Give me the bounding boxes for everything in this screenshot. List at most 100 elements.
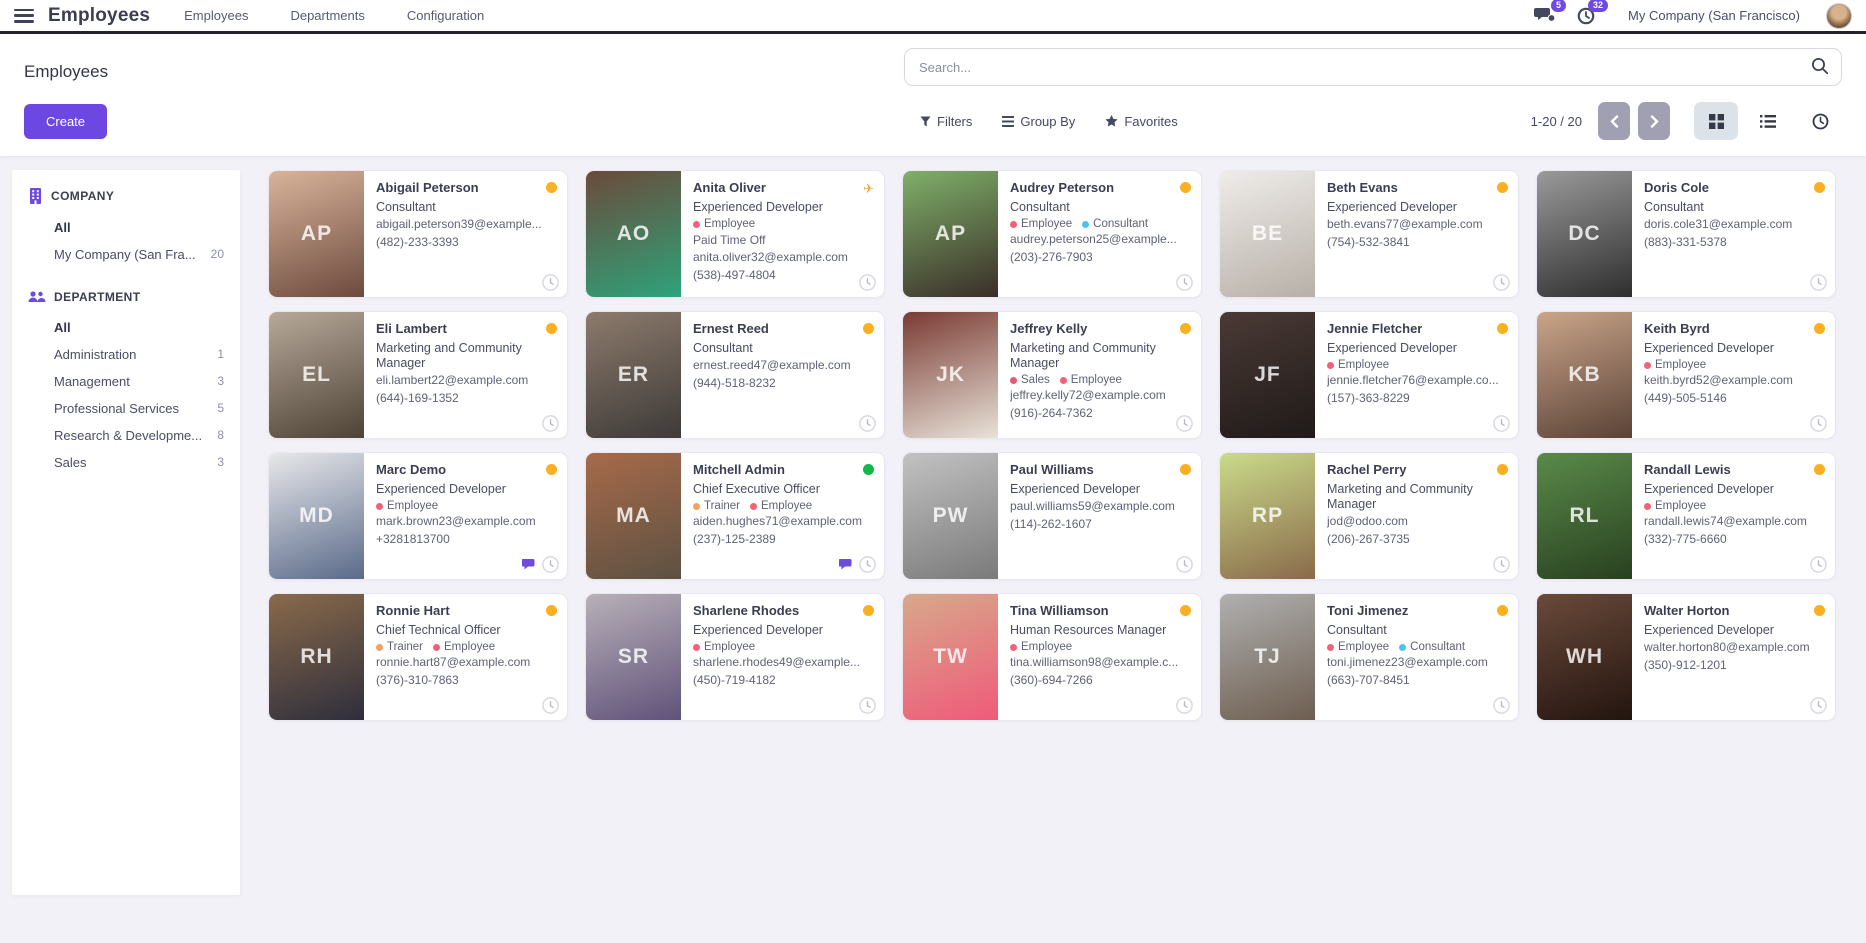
- employee-name[interactable]: Walter Horton: [1644, 603, 1730, 618]
- group-by-button[interactable]: Group By: [1002, 114, 1075, 129]
- messages-button[interactable]: 5: [1534, 0, 1567, 27]
- employee-email[interactable]: eli.lambert22@example.com: [376, 373, 529, 387]
- employee-phone[interactable]: (360)-694-7266: [1010, 673, 1093, 687]
- employee-email[interactable]: anita.oliver32@example.com: [693, 250, 848, 264]
- employee-name[interactable]: Eli Lambert: [376, 321, 447, 336]
- employee-name[interactable]: Abigail Peterson: [376, 180, 479, 195]
- employee-card[interactable]: JK Jeffrey Kelly Marketing and Community…: [902, 311, 1202, 439]
- user-avatar[interactable]: [1826, 2, 1852, 29]
- employee-phone[interactable]: (203)-276-7903: [1010, 250, 1093, 264]
- employee-phone[interactable]: (663)-707-8451: [1327, 673, 1410, 687]
- employee-name[interactable]: Tina Williamson: [1010, 603, 1109, 618]
- employee-name[interactable]: Beth Evans: [1327, 180, 1398, 195]
- favorites-button[interactable]: Favorites: [1105, 114, 1178, 129]
- employee-card[interactable]: WH Walter Horton Experienced Developer w…: [1536, 593, 1836, 721]
- schedule-activity-icon[interactable]: [859, 415, 876, 432]
- employee-phone[interactable]: (332)-775-6660: [1644, 532, 1727, 546]
- search-input[interactable]: [904, 48, 1842, 86]
- employee-card[interactable]: EL Eli Lambert Marketing and Community M…: [268, 311, 568, 439]
- employee-email[interactable]: toni.jimenez23@example.com: [1327, 655, 1488, 669]
- employee-phone[interactable]: (376)-310-7863: [376, 673, 459, 687]
- apps-menu-icon[interactable]: [14, 8, 34, 23]
- employee-phone[interactable]: +3281813700: [376, 532, 450, 546]
- employee-name[interactable]: Mitchell Admin: [693, 462, 785, 477]
- employee-phone[interactable]: (350)-912-1201: [1644, 658, 1727, 672]
- employee-card[interactable]: RP Rachel Perry Marketing and Community …: [1219, 452, 1519, 580]
- schedule-activity-icon[interactable]: [859, 556, 876, 573]
- department-filter-administration[interactable]: Administration 1: [54, 341, 224, 368]
- employee-email[interactable]: sharlene.rhodes49@example...: [693, 655, 860, 669]
- employee-email[interactable]: ronnie.hart87@example.com: [376, 655, 531, 669]
- department-filter-all[interactable]: All: [54, 314, 224, 341]
- employee-card[interactable]: BE Beth Evans Experienced Developer beth…: [1219, 170, 1519, 298]
- employee-email[interactable]: doris.cole31@example.com: [1644, 217, 1793, 231]
- employee-phone[interactable]: (449)-505-5146: [1644, 391, 1727, 405]
- schedule-activity-icon[interactable]: [1810, 697, 1827, 714]
- employee-card[interactable]: ER Ernest Reed Consultant ernest.reed47@…: [585, 311, 885, 439]
- company-filter-my-company-san-fra[interactable]: My Company (San Fra... 20: [54, 241, 224, 268]
- employee-email[interactable]: tina.williamson98@example.c...: [1010, 655, 1179, 669]
- employee-card[interactable]: MA Mitchell Admin Chief Executive Office…: [585, 452, 885, 580]
- employee-email[interactable]: aiden.hughes71@example.com: [693, 514, 862, 528]
- employee-name[interactable]: Keith Byrd: [1644, 321, 1710, 336]
- schedule-activity-icon[interactable]: [1176, 556, 1193, 573]
- search-icon[interactable]: [1810, 56, 1830, 76]
- schedule-activity-icon[interactable]: [1176, 274, 1193, 291]
- activities-button[interactable]: 32: [1576, 0, 1609, 27]
- employee-email[interactable]: keith.byrd52@example.com: [1644, 373, 1793, 387]
- employee-card[interactable]: RH Ronnie Hart Chief Technical Officer T…: [268, 593, 568, 721]
- employee-email[interactable]: paul.williams59@example.com: [1010, 499, 1175, 513]
- employee-email[interactable]: ernest.reed47@example.com: [693, 358, 851, 372]
- schedule-activity-icon[interactable]: [859, 697, 876, 714]
- company-filter-all[interactable]: All: [54, 214, 224, 241]
- employee-card[interactable]: DC Doris Cole Consultant doris.cole31@ex…: [1536, 170, 1836, 298]
- employee-phone[interactable]: (482)-233-3393: [376, 235, 459, 249]
- schedule-activity-icon[interactable]: [1810, 556, 1827, 573]
- employee-email[interactable]: beth.evans77@example.com: [1327, 217, 1483, 231]
- employee-email[interactable]: randall.lewis74@example.com: [1644, 514, 1807, 528]
- department-filter-professional-services[interactable]: Professional Services 5: [54, 395, 224, 422]
- kanban-view-button[interactable]: [1694, 102, 1738, 140]
- schedule-activity-icon[interactable]: [1810, 274, 1827, 291]
- create-button[interactable]: Create: [24, 104, 108, 139]
- employee-name[interactable]: Audrey Peterson: [1010, 180, 1115, 195]
- employee-email[interactable]: jod@odoo.com: [1327, 514, 1408, 528]
- schedule-activity-icon[interactable]: [1176, 697, 1193, 714]
- employee-name[interactable]: Toni Jimenez: [1327, 603, 1409, 618]
- company-switcher[interactable]: My Company (San Francisco): [1628, 8, 1800, 23]
- employee-phone[interactable]: (944)-518-8232: [693, 376, 776, 390]
- employee-phone[interactable]: (754)-532-3841: [1327, 235, 1410, 249]
- pager-next-button[interactable]: [1638, 102, 1670, 140]
- employee-email[interactable]: walter.horton80@example.com: [1644, 640, 1810, 654]
- employee-card[interactable]: TW Tina Williamson Human Resources Manag…: [902, 593, 1202, 721]
- employee-phone[interactable]: (237)-125-2389: [693, 532, 776, 546]
- schedule-activity-icon[interactable]: [1493, 556, 1510, 573]
- employee-name[interactable]: Ronnie Hart: [376, 603, 450, 618]
- employee-email[interactable]: mark.brown23@example.com: [376, 514, 536, 528]
- menu-employees[interactable]: Employees: [184, 8, 249, 23]
- employee-email[interactable]: jennie.fletcher76@example.co...: [1327, 373, 1499, 387]
- list-view-button[interactable]: [1746, 102, 1790, 140]
- schedule-activity-icon[interactable]: [1493, 274, 1510, 291]
- employee-phone[interactable]: (450)-719-4182: [693, 673, 776, 687]
- employee-name[interactable]: Jeffrey Kelly: [1010, 321, 1088, 336]
- employee-card[interactable]: KB Keith Byrd Experienced Developer Empl…: [1536, 311, 1836, 439]
- employee-phone[interactable]: (538)-497-4804: [693, 268, 776, 282]
- employee-name[interactable]: Jennie Fletcher: [1327, 321, 1423, 336]
- employee-name[interactable]: Ernest Reed: [693, 321, 769, 336]
- schedule-activity-icon[interactable]: [859, 274, 876, 291]
- schedule-activity-icon[interactable]: [1493, 415, 1510, 432]
- employee-phone[interactable]: (206)-267-3735: [1327, 532, 1410, 546]
- employee-name[interactable]: Randall Lewis: [1644, 462, 1731, 477]
- schedule-activity-icon[interactable]: [1176, 415, 1193, 432]
- employee-card[interactable]: AP Abigail Peterson Consultant abigail.p…: [268, 170, 568, 298]
- schedule-activity-icon[interactable]: [542, 274, 559, 291]
- schedule-activity-icon[interactable]: [542, 697, 559, 714]
- unread-message-icon[interactable]: [522, 558, 537, 571]
- employee-card[interactable]: JF Jennie Fletcher Experienced Developer…: [1219, 311, 1519, 439]
- schedule-activity-icon[interactable]: [1810, 415, 1827, 432]
- employee-card[interactable]: AO Anita Oliver ✈ Experienced Developer …: [585, 170, 885, 298]
- employee-name[interactable]: Doris Cole: [1644, 180, 1710, 195]
- employee-card[interactable]: MD Marc Demo Experienced Developer Emplo…: [268, 452, 568, 580]
- menu-configuration[interactable]: Configuration: [406, 8, 485, 23]
